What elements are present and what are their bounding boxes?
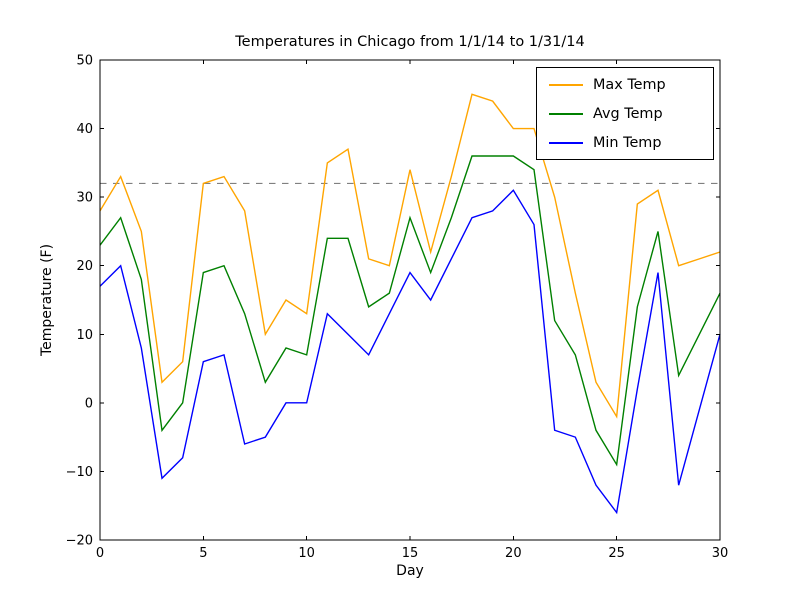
y-tick-label: 0: [85, 396, 93, 411]
max-temp-line: [99, 93, 721, 419]
y-tick-label: −20: [66, 534, 93, 549]
axis-ticks: [99, 59, 721, 541]
x-axis-label: Day: [396, 563, 424, 579]
y-tick-label: −10: [66, 465, 93, 480]
avg-temp-line-sample: [549, 112, 583, 115]
legend-entry-avg-temp: Avg Temp: [537, 100, 713, 128]
y-tick-label: 30: [76, 191, 93, 206]
x-tick-label: 25: [608, 546, 625, 561]
x-tick-label: 0: [96, 546, 104, 561]
legend: Max Temp Avg Temp Min Temp: [536, 67, 714, 160]
x-tick-label: 5: [199, 546, 207, 561]
y-tick-label: 10: [76, 328, 93, 343]
chart-title: Temperatures in Chicago from 1/1/14 to 1…: [235, 34, 585, 50]
x-tick-label: 30: [712, 546, 729, 561]
x-tick-label: 10: [298, 546, 315, 561]
x-tick-label: 20: [505, 546, 522, 561]
y-tick-label: 50: [76, 54, 93, 69]
legend-entry-max-temp: Max Temp: [537, 71, 713, 99]
avg-temp-line: [99, 155, 721, 467]
min-temp-line: [99, 189, 721, 515]
legend-entry-min-temp: Min Temp: [537, 129, 713, 157]
max-temp-line-sample: [549, 83, 583, 86]
tick-labels: 0 5 10 15 20 25 30 50 40 30 20 10 0 −10 −20: [66, 54, 729, 562]
y-tick-label: 40: [76, 122, 93, 137]
y-tick-label: 20: [76, 259, 93, 274]
x-tick-label: 15: [402, 546, 419, 561]
legend-label: Avg Temp: [593, 105, 663, 122]
legend-label: Min Temp: [593, 134, 662, 151]
min-temp-line-sample: [549, 141, 583, 144]
y-axis-label: Temperature (F): [39, 243, 55, 357]
legend-label: Max Temp: [593, 76, 666, 93]
